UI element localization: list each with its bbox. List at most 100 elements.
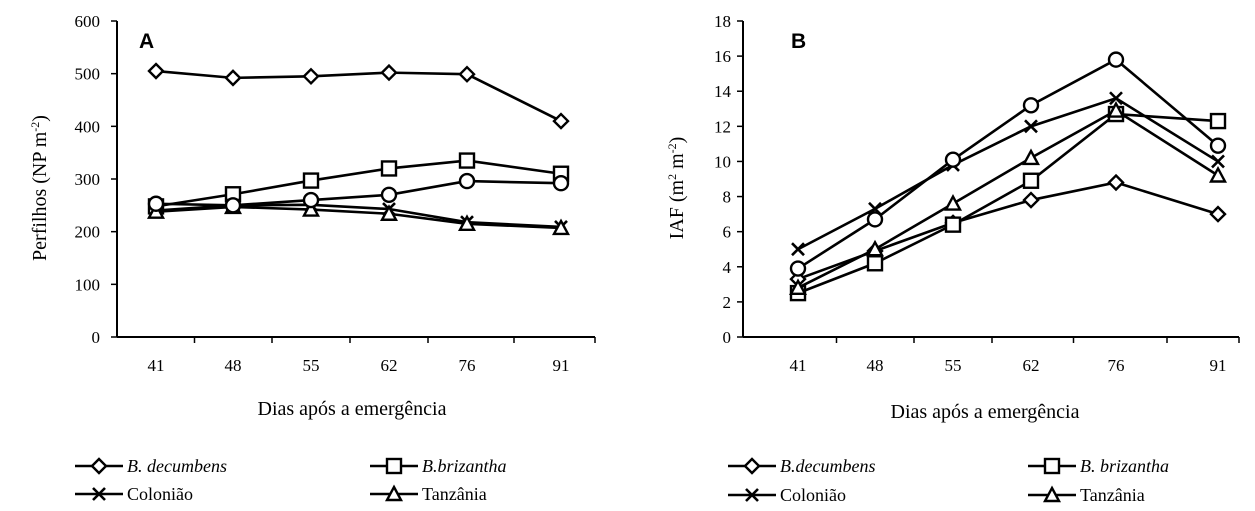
panel-a-legend-square-label: B.brizantha: [422, 456, 507, 476]
panel-a-series-circle-point: [147, 195, 165, 212]
panel-b-legend-square-label: B. brizantha: [1080, 456, 1169, 476]
panel-b-series-circle-point: [1107, 51, 1125, 68]
panel-b-y-tick-label: 10: [714, 152, 731, 171]
panel-a-series-triangle-point: [379, 204, 399, 221]
panel-b-series-triangle-point: [1021, 148, 1041, 166]
panel-a-series-square-point: [380, 160, 398, 177]
panel-a-x-tick-label: 62: [381, 356, 398, 375]
panel-a-y-tick-label: 600: [75, 12, 101, 31]
panel-a-series-diamond-point: [380, 63, 398, 82]
panel-a-y-axis-label: Perfilhos (NP m-2): [28, 115, 51, 261]
panel-a-series-diamond-point: [302, 67, 320, 85]
panel-a-legend-x-marker: [92, 487, 106, 501]
panel-b-series-triangle-point: [788, 278, 808, 296]
panel-b-y-tick-label: 4: [723, 258, 732, 277]
panel-a-y-tick-label: 500: [75, 65, 101, 84]
panel-a-x-tick-label: 55: [303, 356, 320, 375]
panel-b-y-tick-label: 16: [714, 47, 731, 66]
panel-b-legend-square-marker: [1043, 457, 1061, 475]
panel-a-series-diamond-point: [147, 62, 165, 80]
panel-b-x-tick-label: 48: [867, 356, 884, 375]
panel-a-series-square-point: [458, 152, 476, 169]
panel-a-legend-square-marker: [385, 457, 403, 475]
panel-b-series-circle-point: [866, 211, 884, 228]
panel-b-y-tick-label: 6: [723, 223, 732, 242]
panel-b-x-axis-label: Dias após a emergência: [891, 401, 1080, 423]
panel-b-y-tick-label: 8: [723, 188, 732, 207]
panel-b-series-square-point: [1209, 112, 1227, 130]
panel-a-series-circle-point: [552, 175, 570, 192]
panel-a-series-circle-point: [224, 197, 242, 214]
panel-b-series-x-point: [1109, 91, 1123, 106]
panel-b-series-x-point: [1024, 119, 1038, 134]
panel-b-series-circle-point: [944, 151, 962, 168]
panel-b-series-triangle-line: [797, 109, 1219, 290]
panel-b-series-square-line: [797, 112, 1219, 295]
panel-b-y-tick-label: 18: [714, 12, 731, 31]
panel-b-series-diamond-point: [1107, 173, 1125, 192]
panel-a-legend-diamond-marker: [90, 457, 108, 475]
panel-a-series-diamond-point: [458, 65, 476, 83]
panel-a-series-triangle-point: [457, 214, 477, 231]
panel-b-series-square-point: [1022, 172, 1040, 189]
panel-a-series-diamond-point: [224, 69, 242, 87]
panel-b-series-diamond-point: [1022, 191, 1040, 209]
panel-a-letter: A: [139, 30, 154, 53]
panel-b-series-triangle-point: [865, 239, 885, 257]
panel-b-letter: B: [791, 30, 806, 53]
panel-a-x-tick-label: 48: [225, 356, 242, 375]
panel-a-series-diamond-point: [552, 112, 570, 130]
panel-b-legend-diamond-marker: [743, 457, 761, 475]
panel-b-series-circle-line: [797, 58, 1219, 270]
panel-a-series-circle-point: [302, 191, 320, 209]
panel-b-series-triangle-point: [1208, 165, 1228, 183]
panel-b-x-tick-label: 62: [1023, 356, 1040, 375]
panel-b-series-diamond-line: [797, 181, 1219, 281]
panel-b-series-x-line: [797, 96, 1219, 251]
panel-a-y-tick-label: 0: [92, 328, 101, 347]
panel-a-series-circle-point: [458, 172, 476, 190]
panel-a-legend-triangle-marker: [384, 484, 404, 502]
panel-b-x-tick-label: 76: [1108, 356, 1125, 375]
panel-a-series-diamond-line: [155, 69, 562, 123]
panel-b-y-tick-label: 2: [723, 293, 732, 312]
panel-a-series-circle-point: [380, 186, 398, 204]
panel-b-y-tick-label: 12: [714, 117, 731, 136]
panel-b-x-tick-label: 91: [1210, 356, 1227, 375]
panel-a-legend-diamond-label: B. decumbens: [127, 456, 227, 476]
panel-b-y-tick-label: 0: [723, 328, 732, 347]
panel-b-legend-triangle-marker: [1042, 485, 1062, 503]
panel-a-y-tick-label: 300: [75, 170, 101, 189]
panel-b-x-tick-label: 55: [945, 356, 962, 375]
panel-a-legend-x-label: Colonião: [127, 484, 193, 504]
panel-b-series-triangle-point: [943, 194, 963, 211]
panel-b-y-tick-label: 14: [714, 82, 732, 101]
panel-b-series-circle-point: [789, 260, 807, 277]
panel-a-y-tick-label: 100: [75, 275, 101, 294]
panel-a-x-tick-label: 41: [148, 356, 165, 375]
panel-b-series-square-point: [944, 216, 962, 233]
panel-a-x-tick-label: 76: [459, 356, 476, 375]
panel-b-legend-diamond-label: B.decumbens: [780, 456, 875, 476]
panel-a-y-tick-label: 400: [75, 117, 101, 136]
panel-a-series-triangle-point: [551, 218, 571, 236]
panel-b-series-triangle-point: [1106, 101, 1126, 118]
panel-a-series-circle-line: [155, 179, 562, 207]
panel-a-series-triangle-point: [301, 200, 321, 217]
panel-b-series-x-point: [1211, 154, 1225, 169]
panel-a-x-tick-label: 91: [553, 356, 570, 375]
panel-b-series-x-point: [791, 242, 805, 257]
panel-b-series-square-point: [866, 255, 884, 272]
panel-a-x-axis-label: Dias após a emergência: [258, 398, 447, 420]
panel-b-y-axis-label: IAF (m2 m-2): [665, 137, 688, 240]
panel-b-x-tick-label: 41: [790, 356, 807, 375]
panel-b-series-circle-point: [1022, 97, 1040, 114]
panel-b-series-circle-point: [1209, 137, 1227, 154]
panel-a-series-triangle-line: [155, 205, 562, 230]
panel-b-legend-x-label: Colonião: [780, 485, 846, 505]
panel-b-legend-triangle-label: Tanzânia: [1080, 485, 1145, 505]
panel-a-legend-triangle-label: Tanzânia: [422, 484, 487, 504]
panel-b-legend-x-marker: [745, 488, 759, 502]
